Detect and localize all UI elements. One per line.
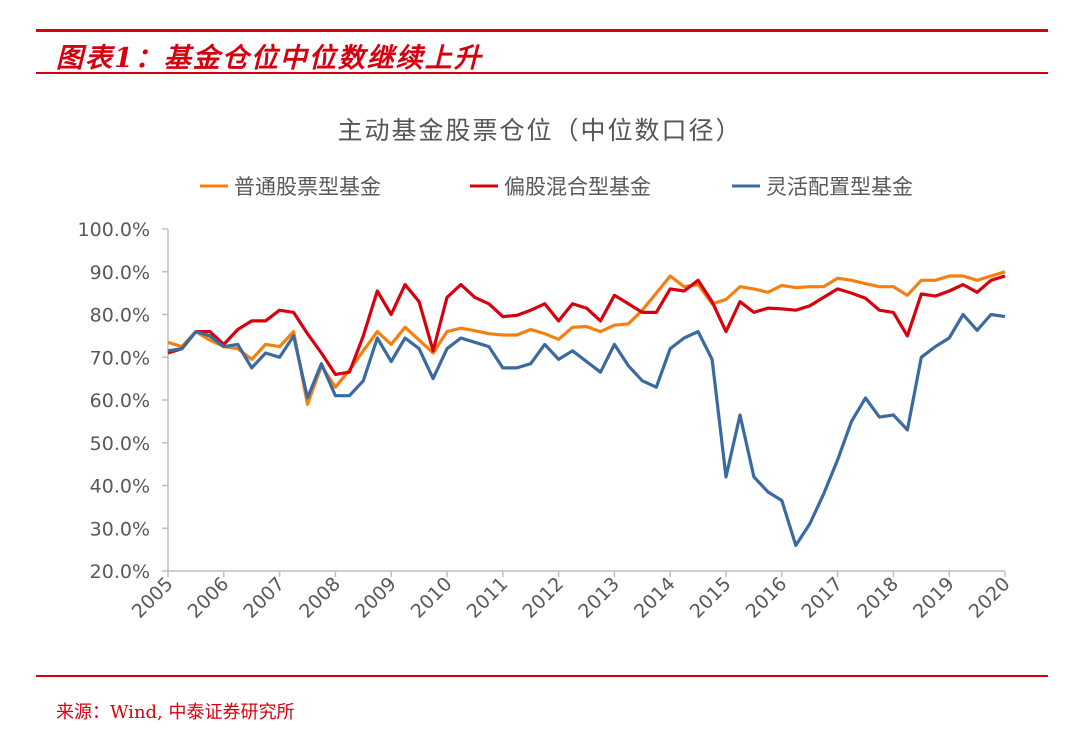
x-tick-label: 2008 (295, 573, 345, 623)
y-tick-label: 50.0% (90, 433, 150, 455)
x-tick-label: 2007 (239, 573, 289, 623)
series-line-3 (167, 312, 1006, 548)
legend: 普通股票型基金 偏股混合型基金 灵活配置型基金 (200, 175, 913, 199)
x-tick-label: 2012 (518, 573, 568, 623)
x-tick-label: 2013 (574, 573, 624, 623)
y-tick-label: 80.0% (90, 305, 150, 327)
x-tick-label: 2020 (965, 573, 1015, 623)
y-tick-label: 100.0% (78, 219, 150, 241)
x-tick-label: 2019 (909, 573, 959, 623)
header-bottom-rule (36, 72, 1048, 74)
x-tick-label: 2016 (742, 573, 792, 623)
series-lines (167, 270, 1006, 548)
legend-label: 普通股票型基金 (234, 175, 381, 199)
figure-title: 图表1：基金仓位中位数继续上升 (56, 43, 483, 74)
y-tick-label: 30.0% (90, 518, 150, 540)
x-tick-label: 2017 (797, 573, 847, 623)
x-tick-label: 2014 (630, 573, 680, 623)
x-tick-label: 2009 (351, 573, 401, 623)
footer-rule (36, 675, 1048, 677)
y-tick-label: 90.0% (90, 262, 150, 284)
x-tick-label: 2015 (686, 573, 736, 623)
legend-label: 灵活配置型基金 (766, 175, 913, 199)
source-note: 来源：Wind, 中泰证券研究所 (56, 702, 295, 723)
y-tick-label: 40.0% (90, 476, 150, 498)
axes: 100.0% 90.0% 80.0% 70.0% 60.0% 50.0% 40.0% 30.0… (78, 219, 1015, 623)
y-tick-label: 60.0% (90, 390, 150, 412)
x-tick-label: 2010 (407, 573, 457, 623)
legend-label: 偏股混合型基金 (504, 175, 651, 199)
chart-title: 主动基金股票仓位（中位数口径） (337, 116, 742, 145)
series-line-2 (167, 274, 1006, 376)
x-tick-label: 2006 (184, 573, 234, 623)
header-top-rule (36, 29, 1048, 32)
y-tick-label: 20.0% (90, 561, 150, 583)
series-line-1 (167, 270, 1006, 406)
x-tick-label: 2011 (463, 573, 513, 623)
x-tick-label: 2018 (853, 573, 903, 623)
y-tick-label: 70.0% (90, 347, 150, 369)
